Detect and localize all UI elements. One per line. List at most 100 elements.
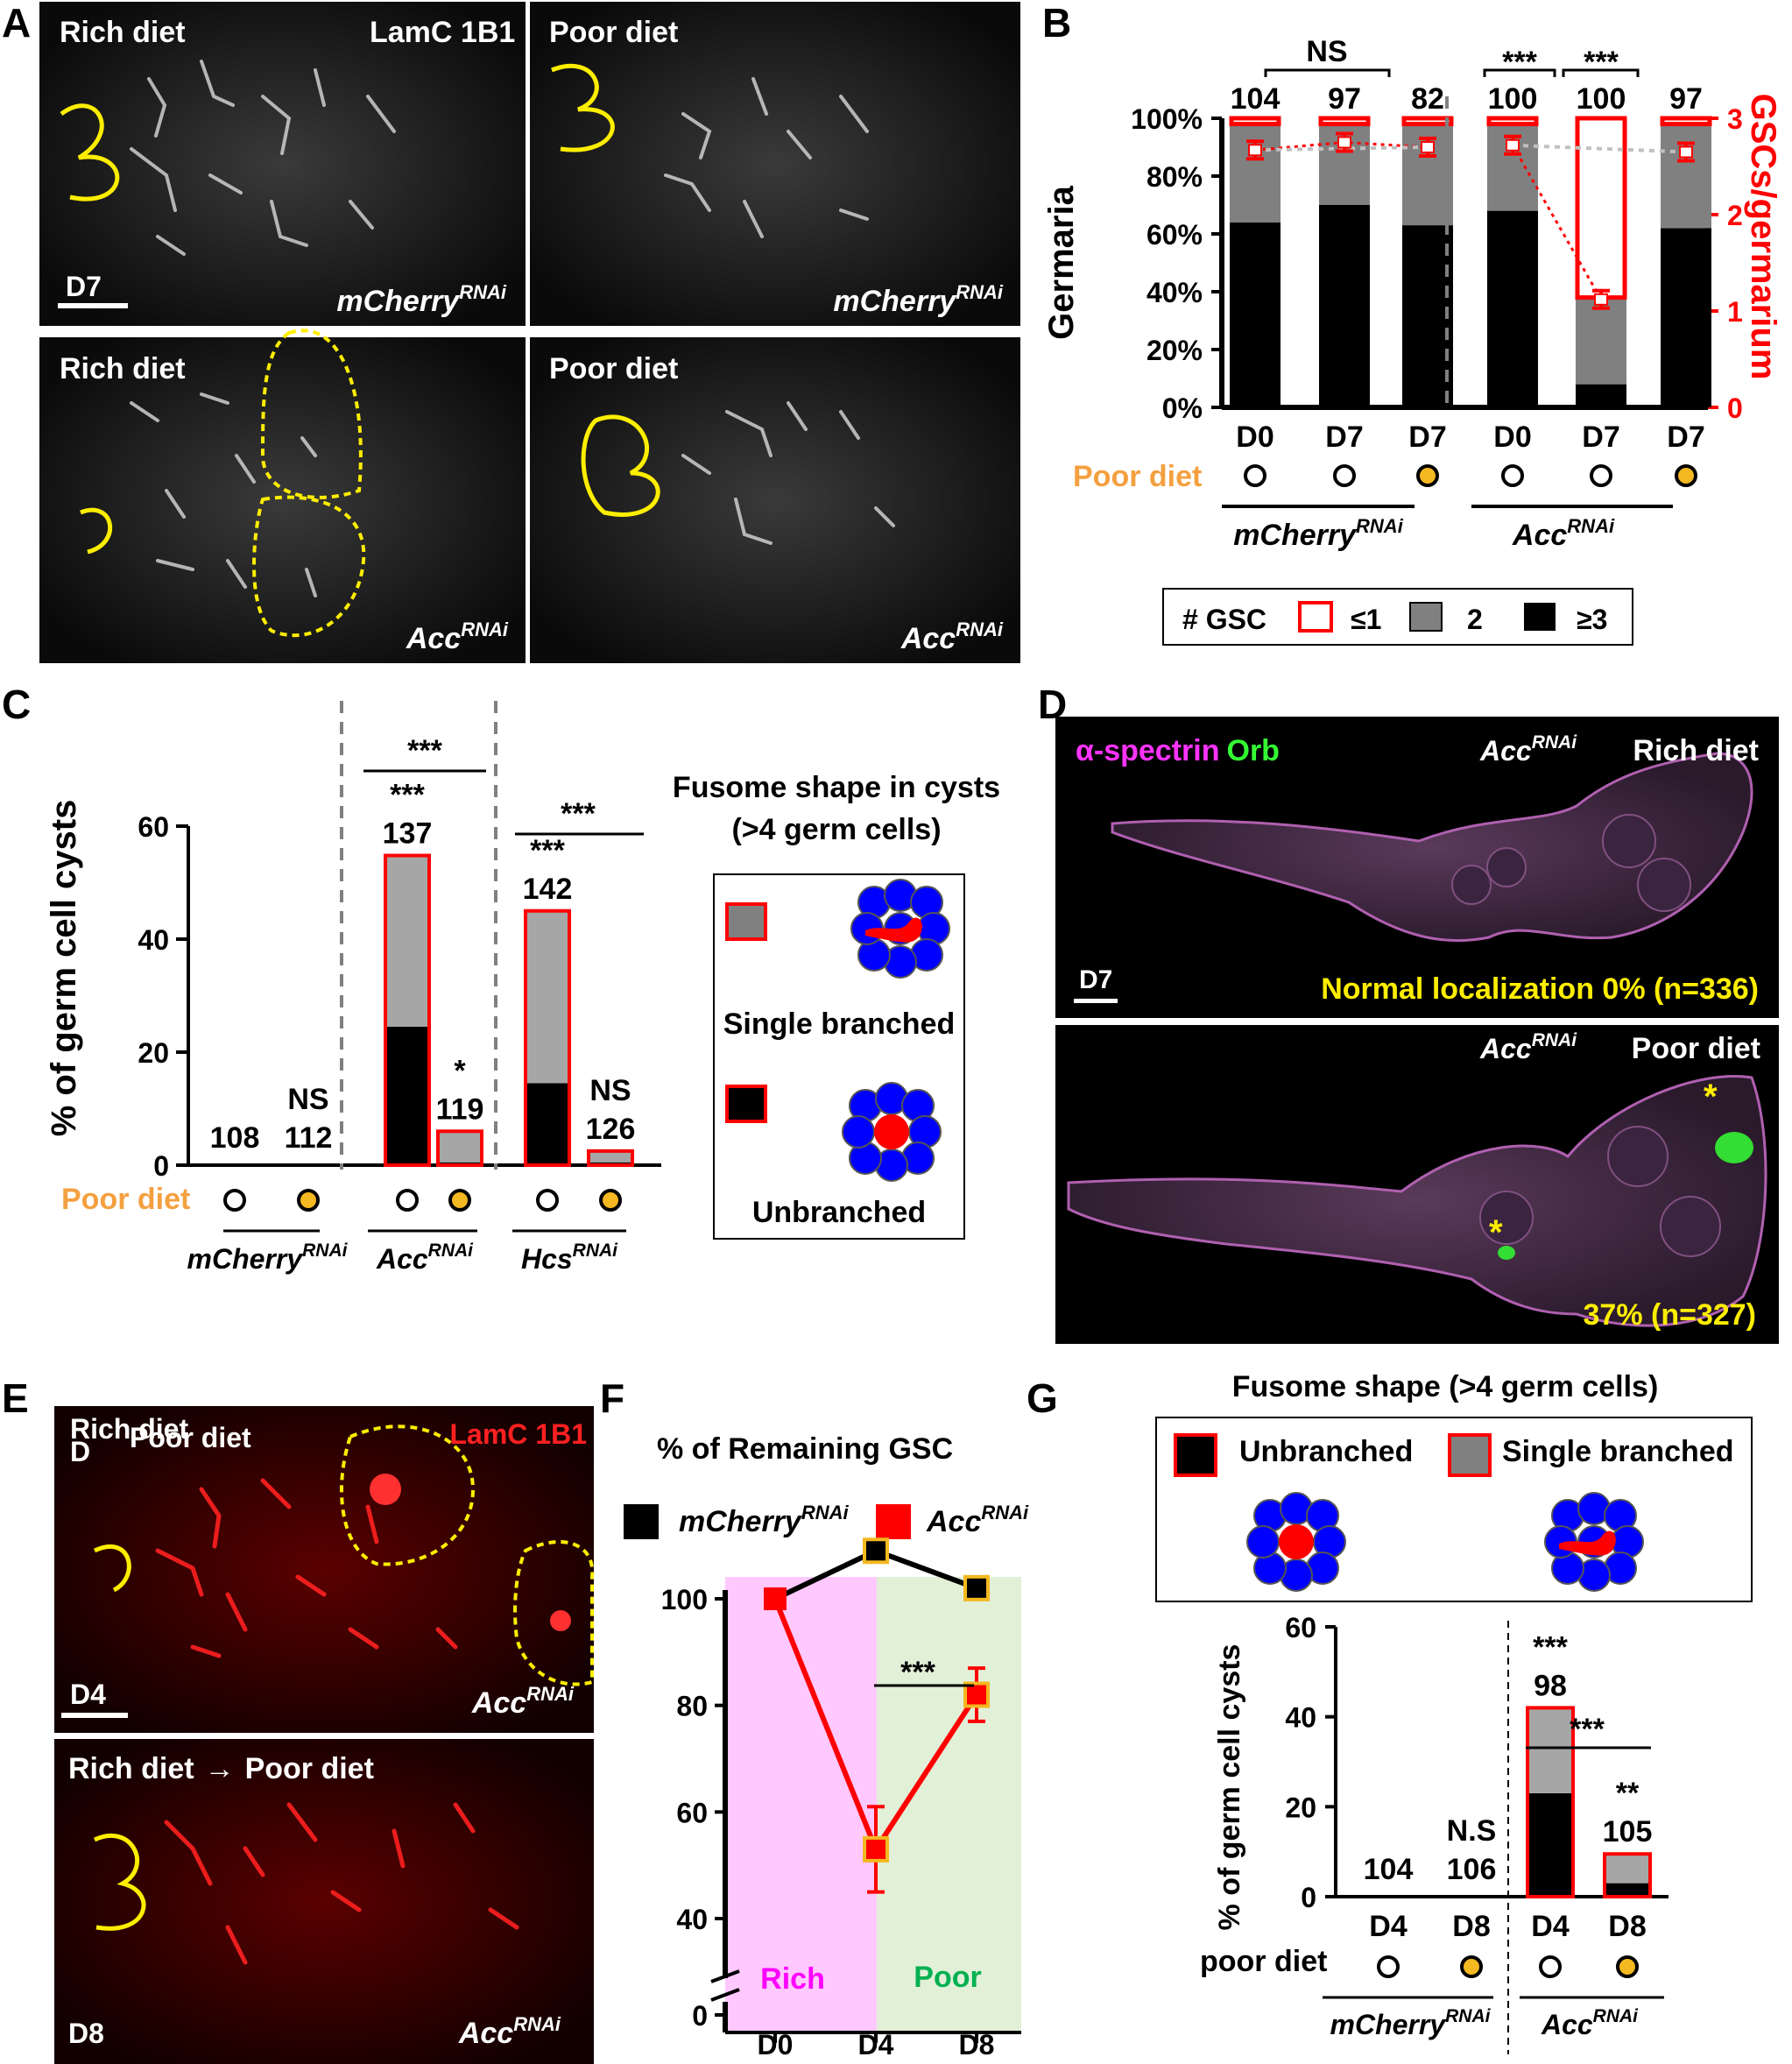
- diet-shift-label: Rich diet → Poor diet: [68, 1752, 374, 1785]
- legend-swatch-mcherry: [624, 1504, 659, 1539]
- legend-swatch-unbranched: [1174, 1433, 1217, 1477]
- legend-swatch-le1: [1298, 601, 1333, 633]
- gsc-point: [1337, 136, 1351, 149]
- significance: ***: [1526, 1713, 1651, 1749]
- orb-signal: [1715, 1132, 1753, 1163]
- x-tick-label: D7: [1325, 421, 1363, 454]
- x-tick-label: D0: [1236, 421, 1273, 454]
- asterisk-mark: *: [1704, 1078, 1718, 1116]
- y-tick-label: 0%: [1162, 392, 1203, 424]
- stain-label: α-spectrin Orb: [1076, 734, 1280, 767]
- y-tick-label: 0: [1727, 392, 1743, 424]
- bar-outline: [436, 1129, 483, 1168]
- cyst-single-branched-icon: [1544, 1492, 1644, 1592]
- y-tick-label: 60: [138, 811, 169, 843]
- y-tick-label: 1: [1727, 296, 1743, 328]
- diet-circle: [536, 1189, 559, 1212]
- diet-circle: [223, 1189, 246, 1212]
- svg-text:***: ***: [561, 797, 596, 831]
- panel-letter-g: G: [1027, 1375, 1058, 1421]
- y-tick-label: 20: [138, 1037, 169, 1069]
- legend-swatch-single: [1448, 1433, 1492, 1477]
- bar-single-branched: [1605, 1854, 1650, 1884]
- legend-label-acc: AccRNAi: [926, 1502, 1029, 1538]
- micrograph-d-poor: AccRNAi Poor diet * * 37% (n=327): [1055, 1025, 1779, 1344]
- bar-ge3: [1661, 228, 1711, 407]
- svg-text:2: 2: [1467, 604, 1483, 635]
- n-label: 126: [586, 1113, 636, 1146]
- y-tick-label: 0: [1301, 1882, 1316, 1913]
- svg-text:***: ***: [1502, 46, 1537, 79]
- diet-circle: [599, 1189, 622, 1212]
- poor-zone: [877, 1577, 1021, 2032]
- result-label: 37% (n=327): [1584, 1298, 1757, 1332]
- panel-letter-a: A: [2, 0, 31, 46]
- gsc-point: [1594, 293, 1608, 306]
- legend-swatch-ge3: [1524, 603, 1556, 631]
- diet-circle: [1501, 464, 1524, 487]
- stain-label: LamC 1B1: [450, 1418, 588, 1450]
- sig-label: NS: [589, 1074, 631, 1107]
- y-tick-label: 100: [661, 1584, 708, 1615]
- diet-label: Poor diet: [130, 1422, 251, 1453]
- x-tick-label: D4: [858, 2029, 894, 2060]
- gsc-ref-line: [1254, 145, 1429, 152]
- result-label: Normal localization 0% (n=336): [1321, 972, 1759, 1006]
- svg-text:***: ***: [1584, 46, 1619, 79]
- bar-single-branched: [589, 1150, 632, 1163]
- x-tick-label: D0: [758, 2029, 794, 2060]
- y-tick-label: 40: [676, 1904, 708, 1935]
- chart-title: % of Remaining GSC: [657, 1432, 953, 1466]
- diet-label: Poor diet: [549, 352, 678, 385]
- sig-label: *: [454, 1054, 466, 1087]
- y-tick-label: 3: [1727, 103, 1743, 135]
- diet-label: Rich diet: [70, 1413, 188, 1445]
- y-tick-label: 20: [1285, 1792, 1316, 1823]
- diet-label: Poor diet: [549, 16, 678, 49]
- day-label: D4: [70, 1679, 106, 1710]
- fusome-legend: Single branched Unbranched: [713, 873, 965, 1240]
- y-tick-label: 80%: [1146, 161, 1203, 193]
- diet-circle: [1416, 464, 1439, 487]
- y-tick-label: 60: [1285, 1612, 1316, 1643]
- n-label: 82: [1411, 82, 1444, 116]
- sig-label: **: [1616, 1777, 1640, 1810]
- n-label: 104: [1231, 82, 1281, 116]
- genotype-label: AccRNAi: [458, 2013, 561, 2050]
- genotype-label: AccRNAi: [1479, 732, 1577, 767]
- svg-text:***: ***: [407, 734, 442, 767]
- legend-swatch-unbranched: [725, 1085, 767, 1123]
- data-point: [963, 1574, 990, 1601]
- group-label-mcherry: mCherryRNAi: [1233, 515, 1404, 552]
- bar-unbranched: [1605, 1883, 1650, 1897]
- x-tick-label: D4: [1531, 1910, 1570, 1943]
- panel-g: G Fusome shape (>4 germ cells) Unbranche…: [1027, 1370, 1753, 2054]
- panel-a: A Rich diet LamC 1B1 D7 mCherryRNAi Poor…: [2, 0, 1020, 663]
- bar-outline: [384, 853, 431, 1167]
- n-label: 142: [523, 873, 573, 906]
- axis-break: [710, 1988, 740, 2002]
- gsc-point: [1421, 141, 1435, 153]
- legend-swatch-2: [1409, 602, 1443, 632]
- y-tick-label: 40: [1285, 1702, 1316, 1734]
- bar-le1: [1660, 116, 1712, 127]
- n-label: 100: [1488, 82, 1538, 116]
- legend-swatch-acc: [876, 1504, 911, 1539]
- poor-diet-label: Poor diet: [61, 1183, 190, 1216]
- legend-title: Fusome shape in cysts: [673, 771, 1000, 804]
- genotype-label: AccRNAi: [406, 618, 509, 655]
- zone-label-poor: Poor: [914, 1961, 981, 1994]
- n-label: 108: [210, 1121, 260, 1155]
- bar-outline: [1603, 1852, 1652, 1899]
- cyst-outline: [340, 1424, 476, 1566]
- scale-bar: [61, 1713, 128, 1718]
- line-legend: mCherryRNAi AccRNAi: [624, 1502, 1029, 1539]
- niche-outline: [80, 507, 113, 555]
- y-tick-label: 60%: [1146, 219, 1203, 251]
- diet-circle: [1244, 464, 1266, 487]
- niche-outline: [93, 1833, 146, 1931]
- zone-label-rich: Rich: [760, 1962, 825, 1996]
- bar-unbranched: [526, 1083, 569, 1165]
- day-label: D7: [1079, 965, 1112, 994]
- legend-label-single: Single branched: [723, 1007, 956, 1041]
